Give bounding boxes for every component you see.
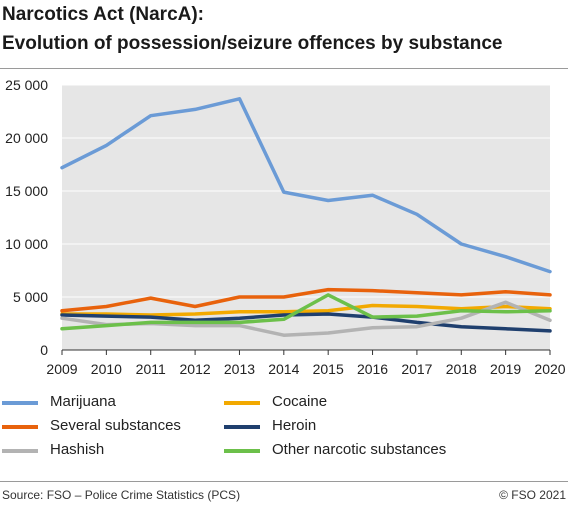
legend-swatch-several-substances [2,425,38,429]
x-tick-label: 2014 [268,361,299,377]
x-tick-label: 2020 [534,361,565,377]
y-tick-label: 15 000 [5,183,48,199]
series-line-other-narcotic-substances [60,293,552,331]
title-divider [0,68,568,69]
series-line-marijuana [60,97,552,274]
legend-label-other-narcotic-substances: Other narcotic substances [272,441,447,458]
x-tick-label: 2019 [490,361,521,377]
y-tick-label: 25 000 [5,77,48,93]
legend-swatch-marijuana [2,401,38,405]
legend-swatch-hashish [2,449,38,453]
x-tick-label: 2009 [46,361,77,377]
series-line-heroin [60,312,552,333]
legend-label-heroin: Heroin [272,417,317,434]
legend-label-several-substances: Several substances [50,417,181,434]
x-tick-label: 2011 [136,361,166,377]
chart-title-line-2: Evolution of possession/seizure offences… [2,33,503,54]
x-tick-label: 2018 [446,361,477,377]
y-tick-label: 5 000 [13,289,48,305]
chart-title-line-1: Narcotics Act (NarcA): [2,4,205,25]
legend-label-marijuana: Marijuana [50,393,116,410]
series-line-cocaine [60,303,552,317]
copyright-note: © FSO 2021 [499,488,566,502]
series-line-several-substances [60,287,552,313]
line-chart: 0 5 000 10 000 15 000 20 000 25 000 2009 2010 20… [5,77,566,377]
legend-swatch-other-narcotic-substances [224,449,260,453]
x-tick-label: 2010 [91,361,122,377]
x-tick-label: 2012 [180,361,211,377]
x-tick-label: 2013 [224,361,255,377]
chart-title: Narcotics Act (NarcA): Evolution of poss… [2,0,502,58]
y-tick-label: 0 [40,342,48,358]
x-tick-label: 2015 [313,361,344,377]
y-tick-label: 10 000 [5,236,48,252]
x-tick-label: 2016 [357,361,388,377]
legend-swatch-cocaine [224,401,260,405]
x-tick-label: 2017 [401,361,432,377]
source-note: Source: FSO – Police Crime Statistics (P… [2,488,241,502]
footer-divider [0,481,568,482]
legend-label-hashish: Hashish [50,441,105,458]
legend-swatch-heroin [224,425,260,429]
legend-label-cocaine: Cocaine [272,393,328,410]
y-tick-label: 20 000 [5,130,48,146]
